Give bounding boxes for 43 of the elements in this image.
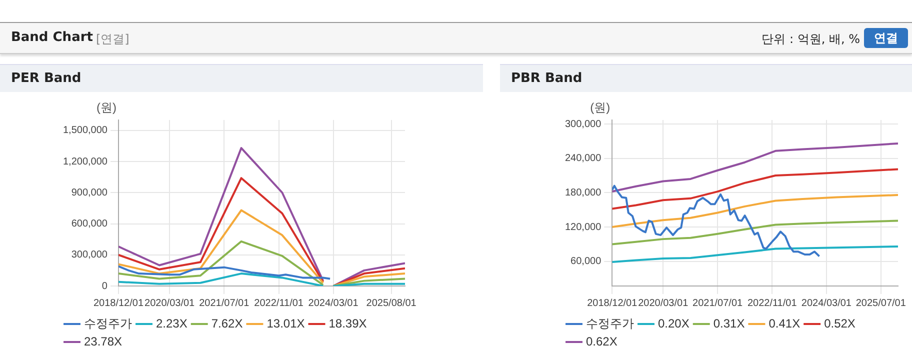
legend-label: 13.01X [266, 316, 305, 330]
y-tick-label: 240,000 [564, 153, 602, 164]
text: 연결 [864, 28, 908, 48]
y-tick-label: 60,000 [570, 256, 602, 268]
legend-label: 0.41X [768, 316, 800, 330]
x-tick-label: 2020/03/01 [144, 298, 196, 309]
x-tick-label: 2025/08/01 [366, 298, 417, 309]
x-tick-label: 2018/12/01 [93, 298, 144, 309]
y-tick-label: 600,000 [71, 218, 108, 230]
chart-title: PBR Band [500, 64, 912, 92]
text: [연결] [96, 31, 130, 48]
legend-label: 수정주가 [586, 316, 634, 330]
x-tick-label: 2022/11/01 [254, 298, 304, 309]
y-axis-title: (원) [590, 100, 610, 114]
y-tick-label: 300,000 [564, 118, 602, 130]
y-tick-label: 900,000 [71, 187, 108, 198]
x-tick-label: 2022/11/01 [747, 298, 798, 309]
legend-label: 23.78X [84, 334, 122, 348]
legend-label: 18.39X [328, 316, 367, 330]
text: 단위 : 억원, 배, % [762, 31, 860, 48]
y-tick-label: 120,000 [564, 222, 602, 233]
legend-label: 2.23X [156, 316, 188, 330]
x-tick-label: 2024/03/01 [308, 298, 359, 309]
y-tick-label: 180,000 [564, 187, 602, 198]
x-tick-label: 2018/12/01 [587, 298, 638, 309]
legend-label: 0.52X [824, 316, 856, 330]
chart-title: PER Band [0, 64, 483, 92]
legend-label: 0.20X [658, 316, 690, 330]
x-tick-label: 2021/07/01 [692, 298, 744, 309]
y-axis-title: (원) [96, 100, 116, 114]
y-tick-label: 1,500,000 [62, 125, 108, 136]
x-tick-label: 2024/03/01 [801, 298, 852, 309]
x-tick-label: 2025/07/01 [856, 298, 906, 309]
legend-label: 7.62X [211, 316, 243, 330]
x-tick-label: 2020/03/01 [638, 298, 689, 309]
y-tick-label: 0 [102, 280, 108, 292]
text: Band Chart [11, 30, 93, 45]
legend-label: 수정주가 [84, 316, 132, 330]
x-tick-label: 2021/07/01 [199, 298, 250, 309]
legend-label: 0.62X [586, 334, 618, 348]
y-tick-label: 1,200,000 [62, 156, 108, 168]
legend-label: 0.31X [713, 316, 745, 330]
y-tick-label: 300,000 [71, 250, 108, 261]
